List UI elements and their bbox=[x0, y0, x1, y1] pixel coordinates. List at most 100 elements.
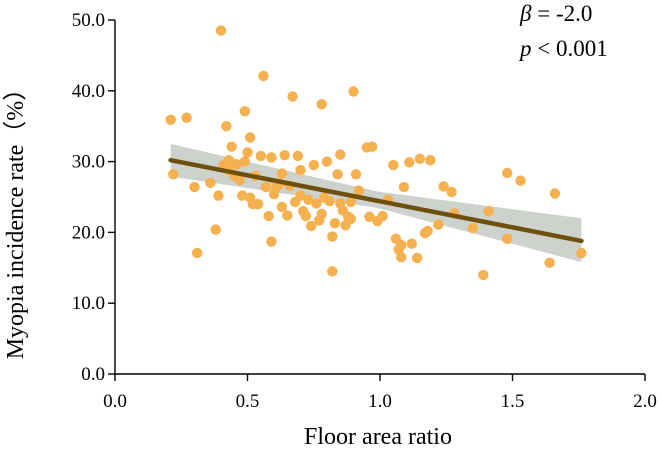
data-point bbox=[205, 177, 216, 188]
data-point bbox=[255, 150, 266, 162]
beta-value: = -2.0 bbox=[531, 1, 592, 26]
data-point bbox=[165, 114, 176, 126]
data-point bbox=[223, 155, 235, 166]
y-tick-label: 40.0 bbox=[72, 81, 105, 102]
x-axis-ticks: 0.0 0.5 1.0 1.5 2.0 bbox=[103, 374, 657, 412]
data-point bbox=[245, 132, 256, 143]
data-point bbox=[467, 223, 478, 234]
p-symbol: p bbox=[518, 36, 532, 61]
data-point bbox=[282, 210, 293, 221]
data-point bbox=[266, 152, 277, 163]
data-point bbox=[300, 210, 311, 222]
data-point bbox=[348, 86, 359, 97]
y-axis-title: Myopia incidence rate（%） bbox=[3, 77, 29, 360]
data-point bbox=[353, 185, 364, 196]
y-tick-label: 30.0 bbox=[72, 152, 105, 173]
data-point bbox=[502, 233, 513, 244]
x-tick-label: 2.0 bbox=[633, 391, 657, 412]
x-axis-title: Floor area ratio bbox=[304, 424, 452, 449]
data-point bbox=[366, 141, 378, 152]
data-point bbox=[287, 91, 298, 102]
beta-annotation: β = -2.0 bbox=[519, 1, 592, 26]
data-point bbox=[263, 210, 274, 222]
data-point bbox=[316, 99, 327, 110]
data-point bbox=[242, 147, 253, 158]
data-point bbox=[221, 121, 232, 132]
data-point bbox=[544, 257, 555, 268]
data-point bbox=[252, 198, 264, 210]
data-point bbox=[226, 141, 237, 152]
data-point bbox=[276, 201, 288, 213]
data-point bbox=[295, 190, 306, 201]
data-point bbox=[168, 169, 179, 180]
data-point bbox=[398, 181, 410, 193]
y-tick-label: 50.0 bbox=[72, 10, 105, 31]
data-point bbox=[446, 186, 457, 198]
data-point bbox=[292, 150, 304, 162]
data-point bbox=[239, 106, 250, 117]
p-annotation: p < 0.001 bbox=[518, 36, 608, 61]
data-point bbox=[478, 269, 489, 281]
data-point bbox=[422, 225, 433, 237]
data-point bbox=[324, 196, 335, 207]
data-point bbox=[279, 150, 290, 161]
y-tick-label: 0.0 bbox=[81, 364, 105, 385]
data-point bbox=[549, 188, 561, 199]
p-value: < 0.001 bbox=[532, 36, 608, 61]
data-point bbox=[438, 181, 449, 192]
regression-line bbox=[168, 157, 584, 244]
data-point bbox=[237, 190, 248, 201]
data-point bbox=[332, 169, 343, 180]
confidence-band bbox=[170, 143, 582, 263]
data-point bbox=[327, 231, 338, 242]
data-point bbox=[502, 167, 513, 179]
data-point bbox=[414, 153, 425, 164]
data-point bbox=[576, 247, 587, 259]
data-point bbox=[311, 198, 322, 209]
y-tick-label: 20.0 bbox=[72, 222, 105, 243]
data-point bbox=[295, 164, 306, 176]
data-point bbox=[350, 169, 362, 180]
data-point bbox=[345, 213, 357, 225]
data-point bbox=[213, 190, 224, 201]
x-tick-label: 0.0 bbox=[103, 391, 127, 412]
x-tick-label: 1.0 bbox=[368, 391, 392, 412]
beta-symbol: β bbox=[519, 1, 532, 26]
data-point bbox=[181, 112, 192, 123]
data-point bbox=[377, 210, 388, 222]
data-point bbox=[266, 236, 277, 247]
data-point bbox=[425, 155, 436, 166]
data-point bbox=[316, 208, 327, 220]
data-point bbox=[276, 168, 288, 179]
data-point bbox=[215, 25, 227, 36]
data-point bbox=[411, 252, 423, 264]
data-point bbox=[303, 194, 314, 205]
data-point bbox=[329, 218, 341, 229]
data-point bbox=[239, 156, 250, 167]
x-tick-label: 0.5 bbox=[236, 391, 260, 412]
data-point bbox=[327, 266, 338, 277]
y-tick-label: 10.0 bbox=[72, 293, 105, 314]
data-points bbox=[165, 25, 587, 281]
data-point bbox=[483, 206, 494, 217]
data-point bbox=[189, 181, 200, 193]
data-point bbox=[258, 70, 269, 82]
data-point bbox=[335, 149, 346, 160]
data-point bbox=[260, 181, 272, 193]
data-point bbox=[433, 219, 444, 230]
data-point bbox=[192, 247, 203, 259]
data-point bbox=[364, 211, 375, 222]
data-point bbox=[234, 174, 245, 186]
data-point bbox=[404, 157, 415, 168]
data-point bbox=[231, 159, 243, 170]
data-point bbox=[396, 252, 407, 263]
data-point bbox=[210, 224, 221, 235]
data-point bbox=[396, 239, 407, 251]
data-point bbox=[388, 159, 399, 171]
data-point bbox=[308, 159, 319, 171]
data-point bbox=[305, 220, 317, 232]
x-tick-label: 1.5 bbox=[501, 391, 525, 412]
data-point bbox=[345, 196, 357, 208]
data-point bbox=[406, 238, 417, 249]
